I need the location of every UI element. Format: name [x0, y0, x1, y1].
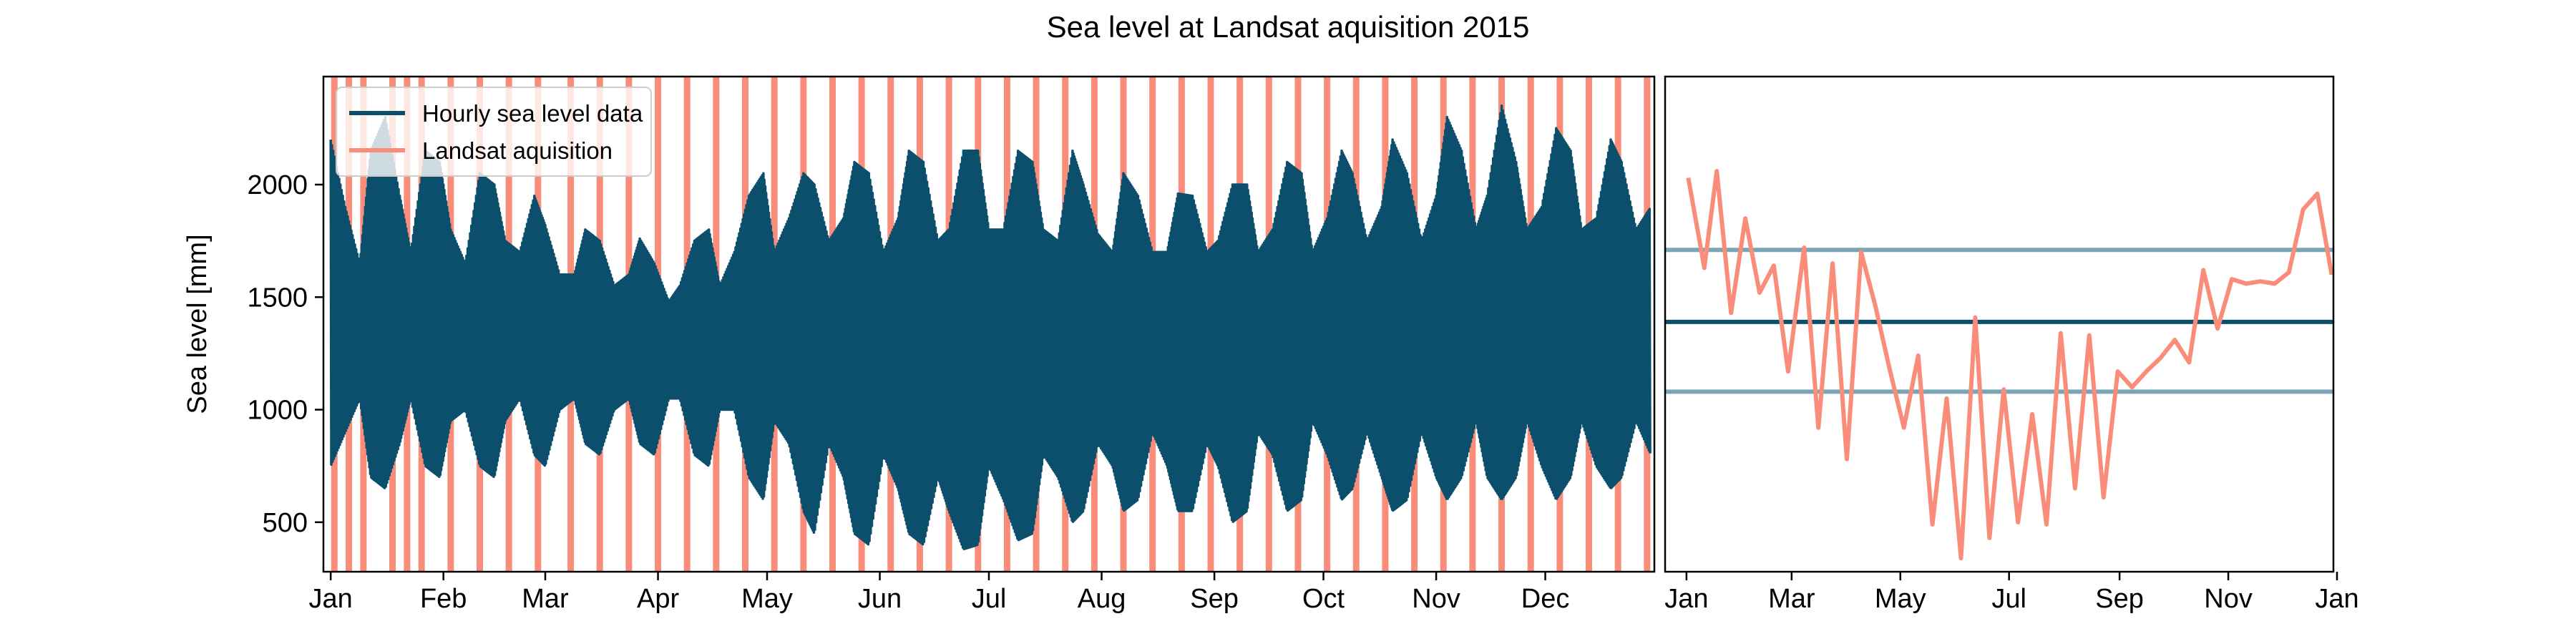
y-tick-label: 500: [263, 508, 308, 538]
acquisition-frame: [1664, 75, 2335, 573]
x-tick-label: Jun: [858, 584, 902, 614]
y-tick-label: 1500: [247, 283, 308, 313]
x-tick-label: Mar: [522, 584, 569, 614]
x-tick-label: Apr: [637, 584, 679, 614]
x-tick-label: Feb: [420, 584, 467, 614]
x-tick-label: Jul: [1991, 584, 2026, 614]
x-tick-label: Mar: [1768, 584, 1815, 614]
timeseries-axes: 500 1000 1500 2000 Jan Feb Mar Apr May Jun Jul Aug…: [182, 75, 1656, 614]
x-axis-ticks: Jan Feb Mar Apr May Jun Jul Aug Sep Oct Nov Dec: [309, 572, 1570, 614]
x-tick-label: Dec: [1521, 584, 1570, 614]
x-tick-label: Nov: [1412, 584, 1460, 614]
x-tick-label: May: [1875, 584, 1926, 614]
figure-title: Sea level at Landsat aquisition 2015: [1047, 10, 1530, 44]
x-tick-label: Aug: [1078, 584, 1126, 614]
y-tick-label: 2000: [247, 170, 308, 200]
x-tick-label: Jul: [972, 584, 1007, 614]
legend: Hourly sea level data Landsat aquisition: [336, 87, 652, 177]
x-tick-label: Jan: [1664, 584, 1708, 614]
x-tick-label: Jan: [2315, 584, 2358, 614]
sea-level-line: [329, 104, 1652, 551]
x-tick-label: May: [741, 584, 793, 614]
legend-box: [336, 87, 652, 177]
landsat-sea-level-line: [1686, 169, 2334, 561]
landsat-acquisition-series: [1686, 169, 2334, 561]
y-axis-ticks: 500 1000 1500 2000: [247, 170, 323, 538]
statistics-lines: [1665, 248, 2333, 394]
x-tick-label: Oct: [1302, 584, 1345, 614]
x-tick-label: Sep: [2095, 584, 2144, 614]
x-tick-label: Jan: [309, 584, 353, 614]
legend-label-hourly: Hourly sea level data: [422, 100, 643, 127]
hourly-sea-level-series: [329, 104, 1652, 551]
y-tick-label: 1000: [247, 396, 308, 426]
legend-label-landsat: Landsat aquisition: [422, 137, 613, 164]
x-axis-ticks-right: Jan Mar May Jul Sep Nov Jan: [1664, 572, 2359, 614]
acquisition-axes: Jan Mar May Jul Sep Nov Jan: [1664, 75, 2359, 614]
y-axis-label: Sea level [mm]: [182, 234, 213, 414]
x-tick-label: Sep: [1190, 584, 1239, 614]
x-tick-label: Nov: [2204, 584, 2253, 614]
